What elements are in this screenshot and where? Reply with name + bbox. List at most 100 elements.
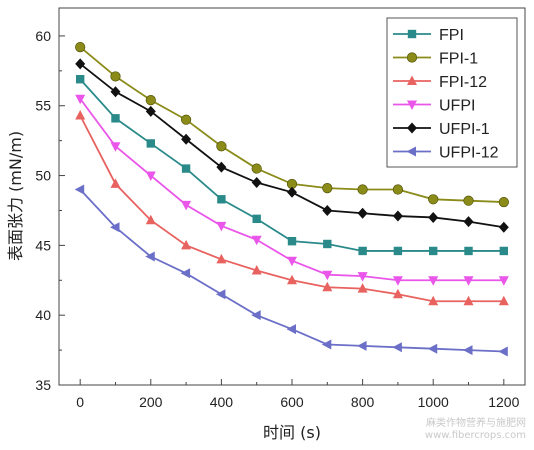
watermark-line-2: www.fibercrops.com <box>424 430 526 441</box>
data-point <box>181 133 192 145</box>
data-point <box>74 184 85 195</box>
series-ufpi <box>75 94 509 286</box>
data-point <box>498 295 509 306</box>
data-point <box>428 295 439 306</box>
data-point <box>146 139 155 148</box>
legend-item: FPI <box>393 27 464 44</box>
x-tick-label: 600 <box>280 394 304 410</box>
y-tick-label: 35 <box>35 377 51 393</box>
data-point <box>321 339 332 350</box>
data-point <box>109 222 120 233</box>
data-point <box>427 343 438 354</box>
data-point <box>110 86 121 98</box>
data-point <box>110 71 121 82</box>
data-point <box>216 141 227 152</box>
data-point <box>75 110 86 120</box>
legend-label: UFPI <box>439 98 475 115</box>
legend-item: UFPI <box>393 98 475 115</box>
legend-marker <box>407 75 417 85</box>
data-point <box>75 41 86 53</box>
y-tick-label: 55 <box>35 98 51 114</box>
y-tick-label: 45 <box>35 237 51 253</box>
data-point <box>75 75 85 84</box>
data-point <box>463 216 474 228</box>
data-point <box>357 207 368 219</box>
data-point <box>287 274 297 285</box>
data-point <box>217 195 226 204</box>
data-point <box>392 210 403 222</box>
data-point <box>216 221 227 232</box>
data-point <box>215 289 226 300</box>
legend-marker <box>406 146 416 157</box>
x-axis-label: 时间 (s) <box>263 423 321 442</box>
data-point <box>181 164 191 173</box>
data-point <box>357 283 368 293</box>
data-point <box>463 195 474 206</box>
data-point <box>145 171 156 182</box>
data-point <box>498 346 508 357</box>
data-point <box>463 345 473 356</box>
data-point <box>392 342 402 353</box>
legend-box <box>386 17 518 168</box>
data-point <box>392 276 403 286</box>
data-point <box>287 256 297 267</box>
data-point <box>251 235 262 246</box>
x-tick-label: 800 <box>351 394 375 410</box>
legend-marker <box>407 29 417 39</box>
data-point <box>75 94 86 105</box>
data-point <box>145 105 156 117</box>
data-point <box>428 211 439 223</box>
x-tick-label: 1000 <box>418 394 449 410</box>
data-point <box>251 310 261 321</box>
y-axis-label: 表面张力 (mN/m) <box>6 131 25 261</box>
data-point <box>252 214 261 224</box>
series-ufpi-12 <box>74 184 508 357</box>
x-tick-label: 1200 <box>488 394 519 410</box>
y-tick-label: 50 <box>35 168 51 184</box>
series-layer <box>74 41 509 357</box>
legend-label: UFPI-1 <box>439 121 490 138</box>
data-point <box>111 114 120 123</box>
legend-label: FPI <box>439 27 464 44</box>
data-point <box>287 236 297 246</box>
data-point <box>429 246 438 256</box>
data-point <box>181 200 192 211</box>
data-point <box>357 184 368 195</box>
data-point <box>110 142 121 152</box>
data-point <box>286 324 296 335</box>
legend: FPI FPI-1 FPI-12 UFPI UFPI-1 UFPI-12 <box>386 17 518 168</box>
series-fpi-12 <box>75 110 509 306</box>
legend-marker <box>407 122 417 134</box>
legend-item: UFPI-1 <box>393 121 490 138</box>
data-point <box>392 184 404 195</box>
data-point <box>499 246 509 256</box>
data-point <box>251 163 262 174</box>
y-tick-label: 60 <box>35 28 51 44</box>
data-point <box>75 58 86 70</box>
data-point <box>216 253 227 264</box>
y-tick-label: 40 <box>35 307 51 323</box>
data-point <box>498 221 509 233</box>
data-point <box>251 177 262 189</box>
data-point <box>322 183 333 194</box>
data-point <box>323 239 332 249</box>
series-fpi <box>75 75 509 256</box>
data-point <box>357 272 368 282</box>
data-point <box>498 276 509 286</box>
data-point <box>180 114 192 125</box>
data-point <box>322 281 333 292</box>
x-tick-label: 400 <box>210 394 234 410</box>
x-tick-label: 0 <box>76 394 84 410</box>
data-point <box>464 246 473 256</box>
data-point <box>463 295 474 306</box>
data-point <box>145 214 156 225</box>
legend-label: FPI-12 <box>439 74 487 91</box>
watermark: 麻类作物营养与施肥网 www.fibercrops.com <box>425 418 526 442</box>
data-point <box>392 288 403 299</box>
data-point <box>428 276 439 286</box>
legend-marker <box>407 100 417 110</box>
data-point <box>463 276 474 286</box>
legend-item: FPI-1 <box>393 51 478 68</box>
data-point <box>393 246 403 256</box>
watermark-line-1: 麻类作物营养与施肥网 <box>426 418 526 429</box>
